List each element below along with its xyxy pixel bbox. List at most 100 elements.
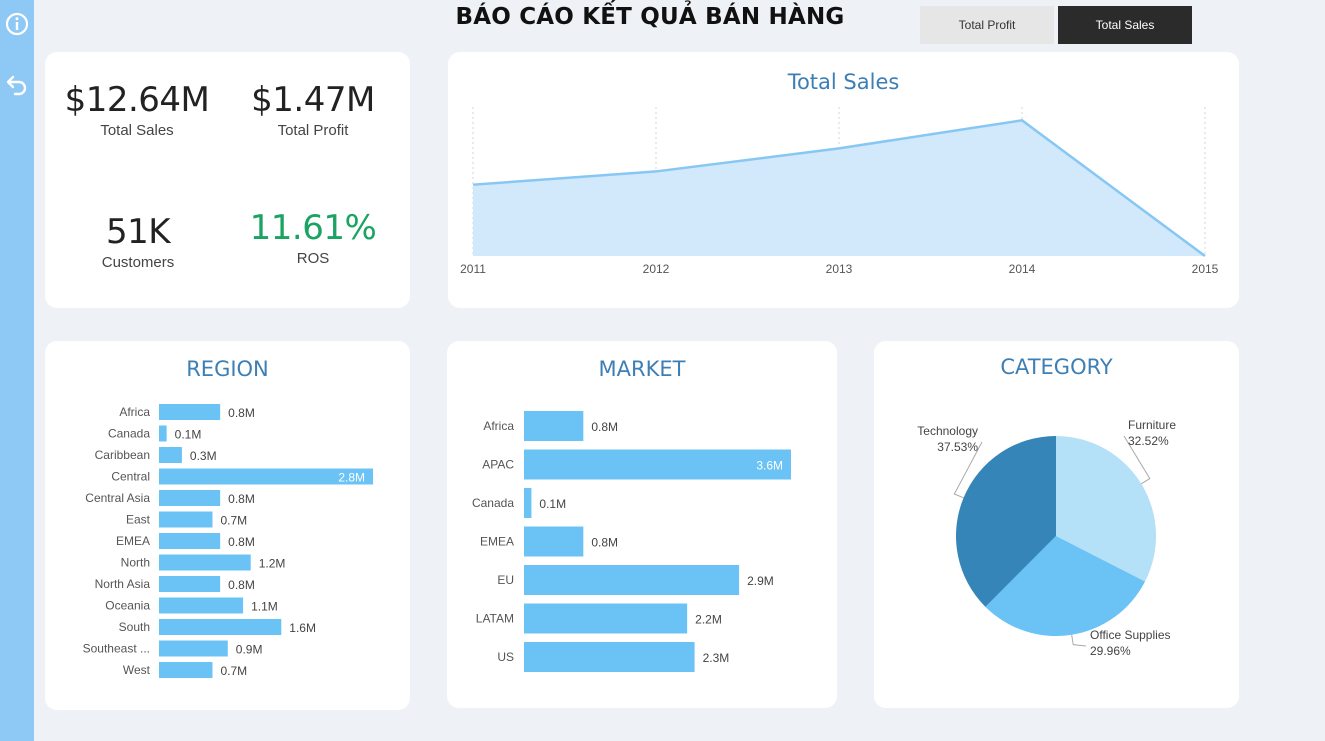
category-label: APAC [482, 458, 514, 472]
data-label: 0.7M [221, 514, 248, 528]
category-chart-title: CATEGORY [1000, 355, 1113, 379]
x-tick-label: 2013 [826, 262, 853, 276]
category-label: LATAM [476, 612, 514, 626]
x-tick-label: 2011 [460, 262, 486, 276]
data-label: 2.8M [338, 471, 365, 485]
sidebar [0, 0, 34, 741]
category-label: East [126, 513, 151, 527]
data-label: 0.8M [228, 535, 255, 549]
kpi-value: $12.64M [64, 80, 210, 120]
data-label: 0.8M [228, 406, 255, 420]
category-label: Central [111, 470, 150, 484]
data-label: 2.3M [703, 651, 730, 665]
bar [159, 576, 221, 592]
data-label: 2.9M [747, 574, 774, 588]
category-label: Canada [108, 427, 150, 441]
bar [159, 447, 182, 463]
category-label: Oceania [105, 599, 150, 613]
kpi-label: Customers [101, 254, 175, 271]
back-arrow-icon[interactable] [5, 72, 29, 96]
total-sales-toggle[interactable]: Total Sales [1058, 6, 1192, 44]
region-chart-card: REGION Africa 0.8M Canada 0.1M Caribbean 0.3M… [45, 341, 410, 710]
market-chart-title: MARKET [598, 357, 686, 381]
data-label: 1.1M [251, 600, 278, 614]
data-label: 0.8M [591, 420, 618, 434]
bar [524, 565, 740, 595]
x-tick-label: 2014 [1009, 262, 1036, 276]
category-label: Africa [119, 405, 150, 419]
bar [159, 533, 221, 549]
category-label: Central Asia [85, 491, 150, 505]
bar [159, 425, 167, 442]
category-label: Africa [483, 419, 514, 433]
info-icon[interactable] [5, 12, 29, 36]
data-label: 0.8M [228, 492, 255, 506]
total-sales-chart-card: Total Sales 2011 2012 2013 2014 2015 [448, 52, 1239, 308]
kpi-customers: 51K Customers [53, 212, 223, 271]
kpi-total-profit: $1.47M Total Profit [228, 80, 398, 139]
bar [524, 449, 791, 480]
bar [159, 490, 221, 506]
kpi-value: $1.47M [251, 80, 375, 120]
bar [524, 603, 688, 634]
leader-line [1071, 634, 1087, 647]
slice-category-label: Technology [917, 424, 978, 438]
bar [524, 411, 584, 441]
bar [159, 404, 221, 420]
category-label: North [121, 556, 150, 570]
total-sales-chart-title: Total Sales [787, 70, 900, 94]
x-tick-label: 2015 [1192, 262, 1219, 276]
kpi-value: 11.61% [249, 208, 377, 248]
region-chart-title: REGION [186, 357, 269, 381]
category-label: EMEA [116, 534, 150, 548]
sales-area-fill [473, 120, 1205, 256]
kpi-ros: 11.61% ROS [228, 208, 398, 267]
category-chart-card: CATEGORY Furniture 32.52% Office Supplies 2… [874, 341, 1239, 708]
kpi-label: Total Profit [277, 122, 349, 139]
total-profit-toggle[interactable]: Total Profit [920, 6, 1054, 44]
bar [159, 597, 244, 614]
category-label: Southeast ... [83, 642, 150, 656]
x-tick-label: 2012 [643, 262, 670, 276]
kpi-value: 51K [105, 212, 171, 252]
category-label: EU [497, 573, 514, 587]
bar [159, 662, 213, 678]
bar [159, 554, 251, 571]
data-label: 0.1M [539, 497, 566, 511]
bar [159, 511, 213, 528]
data-label: 1.6M [289, 621, 316, 635]
data-label: 2.2M [695, 613, 722, 627]
slice-category-label: Office Supplies [1090, 628, 1171, 642]
data-label: 0.9M [236, 643, 263, 657]
data-label: 0.7M [221, 664, 248, 678]
bar [524, 526, 584, 557]
sales-line [472, 119, 1206, 258]
data-label: 3.6M [756, 459, 783, 473]
bar [159, 468, 373, 485]
category-label: South [119, 620, 150, 634]
leader-line [953, 441, 983, 499]
kpi-label: Total Sales [100, 122, 174, 139]
leader-line [1123, 435, 1151, 485]
total-sales-area-chart: 2011 2012 2013 2014 2015 [460, 107, 1219, 276]
category-label: Canada [472, 496, 514, 510]
bar [159, 619, 282, 635]
bar [159, 640, 228, 657]
data-label: 0.1M [175, 428, 202, 442]
bar [524, 488, 532, 518]
kpi-total-sales: $12.64M Total Sales [52, 80, 222, 139]
category-label: EMEA [480, 535, 514, 549]
data-label: 0.3M [190, 449, 217, 463]
market-bar-chart: Africa 0.8M APAC 3.6M Canada 0.1M EMEA 0.8M EU 2.… [472, 411, 791, 672]
slice-percent-label: 32.52% [1128, 434, 1169, 448]
region-bar-chart: Africa 0.8M Canada 0.1M Caribbean 0.3M Central… [83, 404, 373, 678]
page-title: BÁO CÁO KẾT QUẢ BÁN HÀNG [455, 4, 845, 30]
kpi-label: ROS [296, 250, 330, 267]
category-label: Caribbean [95, 448, 150, 462]
pie-slice [956, 436, 1056, 607]
data-label: 1.2M [259, 557, 286, 571]
category-pie-chart: Furniture 32.52% Office Supplies 29.96% Tech… [917, 418, 1176, 658]
category-label: West [123, 663, 151, 677]
pie-slice [1056, 436, 1156, 582]
bar [524, 642, 695, 672]
